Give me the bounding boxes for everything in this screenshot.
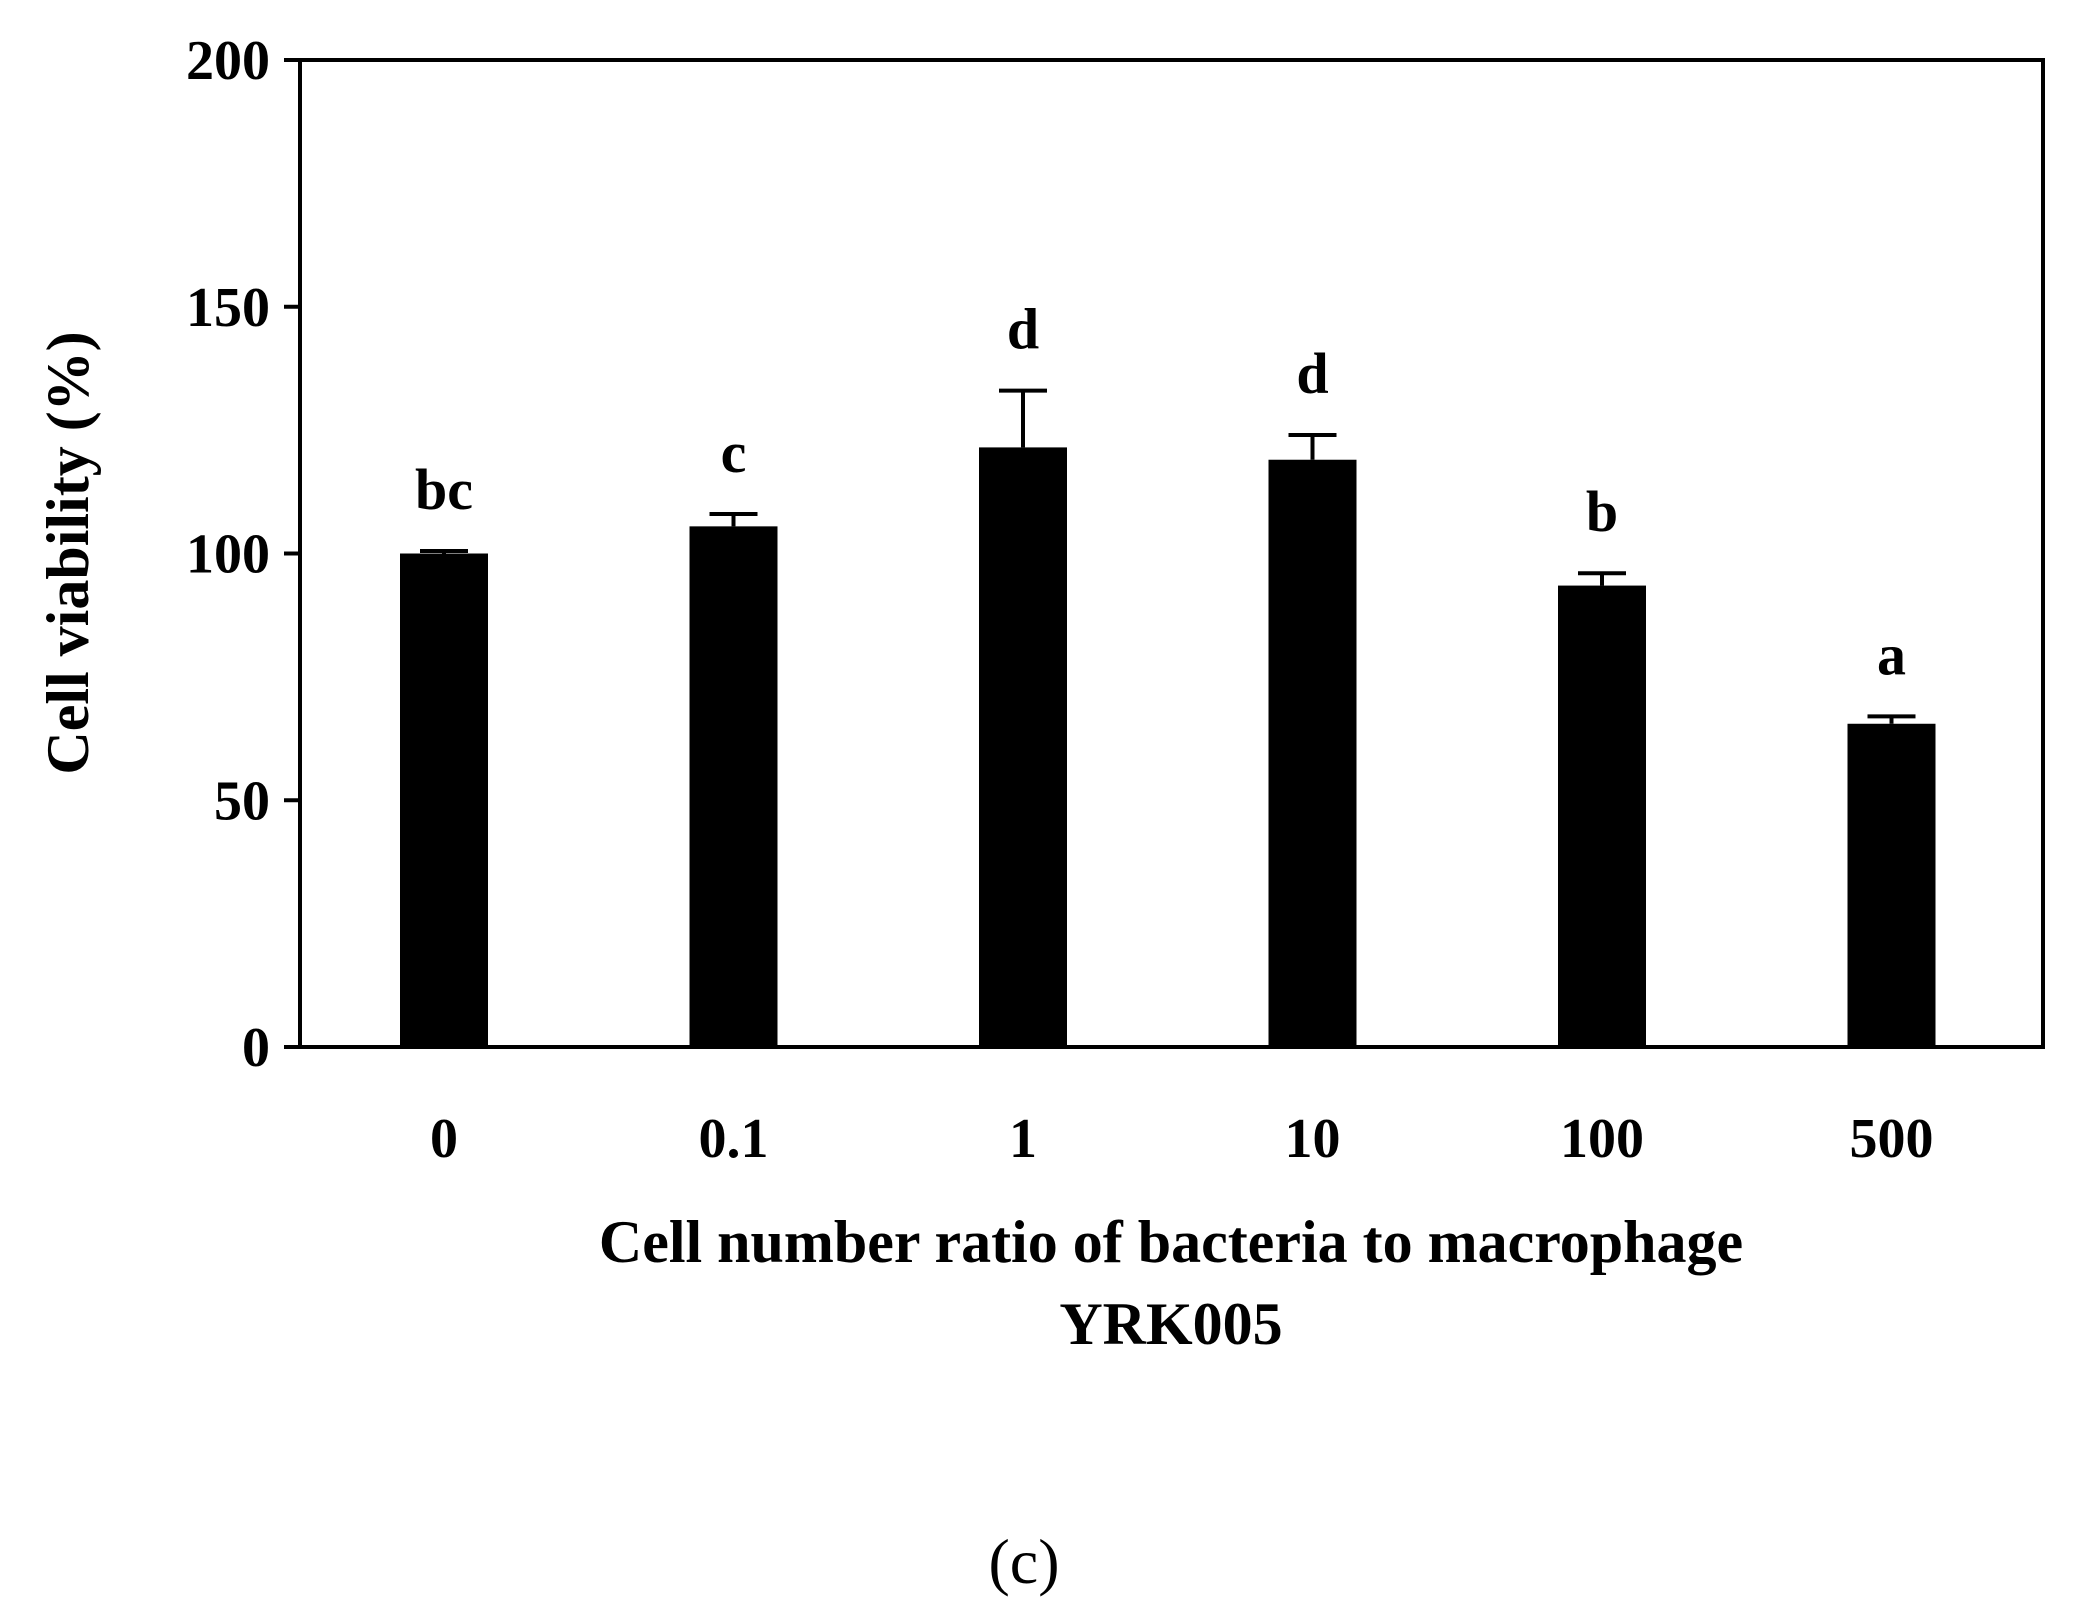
- plot-frame: [298, 58, 2045, 1049]
- significance-label: d: [1007, 297, 1039, 362]
- bar: [979, 447, 1067, 1048]
- x-tick-label: 10: [1285, 1108, 1341, 1170]
- bar: [1847, 723, 1936, 1047]
- y-axis-ticks: 0 50 100 150 200: [186, 30, 300, 1079]
- y-tick-label: 200: [186, 30, 270, 92]
- significance-label: c: [721, 420, 747, 485]
- x-axis-title-line2: YRK005: [1059, 1291, 1282, 1357]
- bar: [1558, 585, 1646, 1047]
- y-tick-label: 150: [186, 277, 270, 339]
- x-tick-label: 0.1: [699, 1108, 769, 1170]
- bar: [689, 526, 778, 1047]
- x-tick-label: 100: [1560, 1108, 1644, 1170]
- bar: [1268, 459, 1357, 1047]
- bar: [400, 553, 488, 1047]
- panel-label: (c): [988, 1526, 1059, 1597]
- y-tick-label: 50: [214, 770, 270, 832]
- y-tick-label: 0: [242, 1017, 270, 1079]
- significance-label: a: [1877, 622, 1906, 687]
- y-axis-title: Cell viability (%): [35, 331, 101, 774]
- x-tick-label: 500: [1850, 1108, 1934, 1170]
- x-tick-label: 0: [430, 1108, 458, 1170]
- significance-label: b: [1586, 479, 1618, 544]
- x-axis-ticks: 0 0.1 1 10 100 500: [430, 1108, 1934, 1170]
- significance-label: d: [1296, 341, 1328, 406]
- bars: bc c d d b a: [400, 297, 1936, 1048]
- y-tick-label: 100: [186, 524, 270, 586]
- x-axis-title: Cell number ratio of bacteria to macroph…: [599, 1209, 1743, 1275]
- significance-label: bc: [415, 457, 473, 522]
- x-tick-label: 1: [1009, 1108, 1037, 1170]
